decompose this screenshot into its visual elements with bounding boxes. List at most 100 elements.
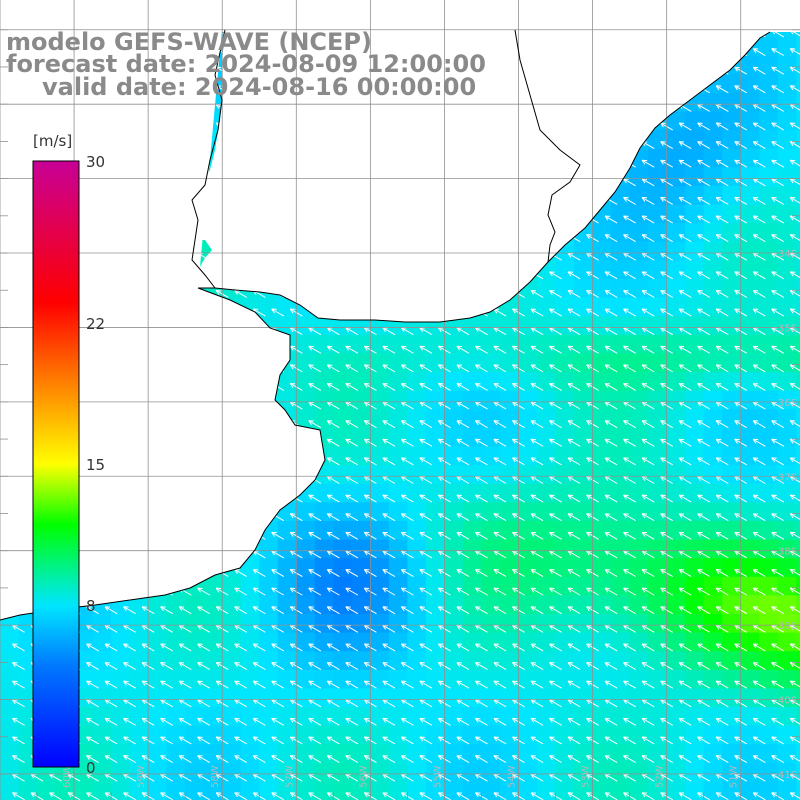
lat-label: 41S bbox=[778, 770, 797, 781]
wind-cell bbox=[481, 781, 501, 800]
wind-cell bbox=[796, 465, 800, 485]
wind-cell bbox=[111, 781, 131, 800]
wind-cell bbox=[759, 781, 779, 800]
wind-cell bbox=[462, 781, 483, 800]
wind-cell bbox=[92, 781, 112, 800]
lat-label: 34S bbox=[778, 249, 797, 260]
wind-cell bbox=[0, 781, 20, 800]
wind-cell bbox=[796, 427, 800, 448]
lat-label: 38S bbox=[778, 547, 797, 558]
wind-cell bbox=[796, 260, 800, 280]
wind-cell bbox=[796, 446, 800, 466]
wind-cell bbox=[796, 148, 800, 169]
wind-cell bbox=[444, 781, 464, 800]
valid-date: valid date: 2024-08-16 00:00:00 bbox=[42, 73, 477, 101]
wind-cell bbox=[796, 502, 800, 522]
wind-cell bbox=[407, 781, 427, 800]
lon-label: 59W bbox=[136, 765, 147, 788]
colorbar-tick-label: 22 bbox=[86, 314, 106, 333]
wind-cell bbox=[666, 781, 686, 800]
wind-cell bbox=[296, 781, 316, 800]
wind-cell bbox=[796, 632, 800, 652]
wind-cell bbox=[148, 781, 168, 800]
wind-cell bbox=[796, 186, 800, 206]
wind-cell bbox=[796, 539, 800, 559]
wind-cell bbox=[0, 706, 20, 727]
wind-cell bbox=[796, 74, 800, 94]
wind-cell bbox=[0, 744, 20, 764]
colorbar-tick-label: 15 bbox=[86, 456, 106, 474]
wind-cell bbox=[0, 632, 20, 652]
lon-label: 58W bbox=[210, 765, 221, 788]
wind-cell bbox=[518, 781, 538, 800]
wind-cell bbox=[796, 353, 800, 373]
lat-label: 35S bbox=[778, 323, 797, 334]
colorbar-unit: [m/s] bbox=[33, 132, 73, 150]
wind-cell bbox=[0, 688, 20, 708]
wind-cell bbox=[796, 223, 800, 243]
wind-cell bbox=[537, 781, 557, 800]
wind-cell bbox=[314, 781, 334, 800]
wind-cell bbox=[796, 279, 800, 299]
lon-label: 55W bbox=[432, 765, 443, 788]
wind-cell bbox=[796, 37, 800, 57]
wind-cell bbox=[796, 241, 800, 262]
colorbar-tick-label: 8 bbox=[86, 597, 96, 616]
wind-cell bbox=[18, 781, 38, 800]
wind-cell bbox=[796, 483, 800, 503]
wind-cell bbox=[796, 390, 800, 410]
lon-label: 52W bbox=[655, 765, 666, 788]
wind-cell bbox=[796, 130, 800, 150]
wind-cell bbox=[592, 781, 612, 800]
wind-cell bbox=[796, 372, 800, 392]
wind-cell bbox=[796, 520, 800, 541]
wind-cell bbox=[796, 167, 800, 187]
colorbar-tick-label: 30 bbox=[86, 153, 106, 171]
wind-cell bbox=[796, 651, 800, 671]
wind-cell bbox=[796, 558, 800, 578]
wind-cell bbox=[555, 781, 575, 800]
wind-cell bbox=[796, 204, 800, 224]
lon-label: 57W bbox=[284, 765, 295, 788]
lon-label: 56W bbox=[358, 765, 369, 788]
wind-cell bbox=[796, 316, 800, 336]
lon-label: 51W bbox=[729, 765, 740, 788]
wind-cell bbox=[740, 781, 760, 800]
wind-cell bbox=[796, 111, 800, 131]
wind-cell bbox=[388, 781, 409, 800]
lon-label: 53W bbox=[581, 765, 592, 788]
colorbar-tick-label: 0 bbox=[86, 759, 96, 777]
wind-cell bbox=[333, 781, 353, 800]
wind-cell bbox=[796, 688, 800, 708]
wind-cell bbox=[0, 651, 20, 671]
wind-cell bbox=[796, 55, 800, 76]
wind-cell bbox=[37, 781, 57, 800]
wind-cell bbox=[796, 297, 800, 317]
wind-cell bbox=[777, 781, 797, 800]
colorbar bbox=[32, 160, 80, 768]
lat-label: 40S bbox=[778, 696, 797, 707]
lat-label: 39S bbox=[778, 621, 797, 632]
wind-cell bbox=[796, 613, 800, 634]
wind-cell bbox=[796, 409, 800, 429]
lat-label: 37S bbox=[778, 472, 797, 483]
wind-cell bbox=[222, 781, 242, 800]
wind-cell bbox=[796, 669, 800, 689]
wind-cell bbox=[796, 93, 800, 113]
wind-cell bbox=[240, 781, 260, 800]
lat-label: 36S bbox=[778, 398, 797, 409]
wind-cell bbox=[796, 576, 800, 596]
wind-cell bbox=[703, 781, 723, 800]
wind-cell bbox=[611, 781, 631, 800]
wind-cell bbox=[796, 334, 800, 355]
wind-cell bbox=[185, 781, 205, 800]
wind-cell bbox=[0, 669, 20, 689]
wind-cell bbox=[0, 762, 20, 782]
wind-cell bbox=[0, 725, 20, 745]
wind-cell bbox=[685, 781, 705, 800]
wind-cell bbox=[629, 781, 649, 800]
wind-cell bbox=[74, 781, 94, 800]
lon-label: 60W bbox=[62, 765, 73, 788]
wind-cell bbox=[370, 781, 390, 800]
